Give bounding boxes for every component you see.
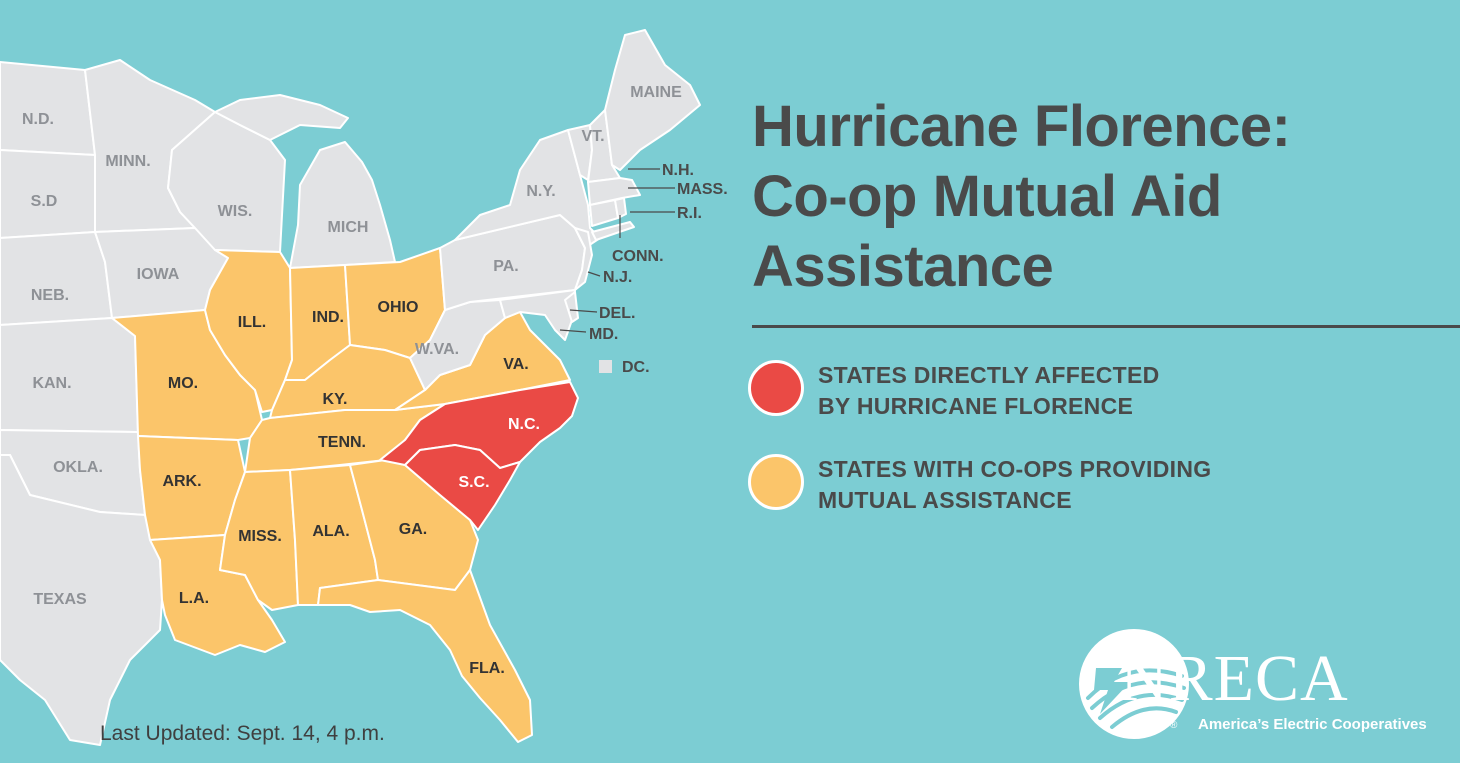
label-texas: TEXAS <box>33 591 87 608</box>
label-wva: W.VA. <box>415 341 459 358</box>
label-ohio: OHIO <box>378 299 419 316</box>
state-texas <box>0 454 163 746</box>
state-michigan <box>289 141 396 269</box>
legend-swatch-affected <box>748 360 804 416</box>
label-miss: MISS. <box>238 528 282 545</box>
title-line-2: Co-op Mutual Aid <box>752 164 1222 229</box>
label-nh: N.H. <box>662 162 694 179</box>
label-neb: NEB. <box>31 287 69 304</box>
state-south-carolina <box>404 444 521 531</box>
legend-assisting-line-1: STATES WITH CO-OPS PROVIDING <box>818 456 1212 482</box>
state-maine <box>604 29 701 171</box>
label-ark: ARK. <box>162 473 201 490</box>
state-michigan-upper <box>214 94 349 141</box>
dc-marker <box>599 360 612 373</box>
page-title: Hurricane Florence: Co-op Mutual Aid Ass… <box>752 92 1442 302</box>
legend-text-affected: STATES DIRECTLY AFFECTED BY HURRICANE FL… <box>818 360 1160 422</box>
eastern-us-map: N.D. S.D NEB. KAN. OKLA. TEXAS MINN. IOW… <box>0 29 728 746</box>
long-island <box>591 221 635 241</box>
label-nj: N.J. <box>603 269 632 286</box>
label-ill: ILL. <box>238 314 266 331</box>
label-md: MD. <box>589 326 618 343</box>
legend-text-assisting: STATES WITH CO-OPS PROVIDING MUTUAL ASSI… <box>818 454 1211 516</box>
title-divider <box>752 325 1460 328</box>
label-iowa: IOWA <box>137 266 180 283</box>
label-sc: S.C. <box>458 474 489 491</box>
label-conn: CONN. <box>612 248 664 265</box>
label-nc: N.C. <box>508 416 540 433</box>
legend-assisting-line-2: MUTUAL ASSISTANCE <box>818 487 1072 513</box>
legend-swatch-assisting <box>748 454 804 510</box>
nreca-emblem-icon <box>1079 629 1189 739</box>
label-kan: KAN. <box>32 375 71 392</box>
label-vt: VT. <box>581 128 604 145</box>
label-mass: MASS. <box>677 181 728 198</box>
last-updated-text: Last Updated: Sept. 14, 4 p.m. <box>100 722 385 745</box>
state-nebraska <box>0 231 113 326</box>
state-north-dakota <box>0 61 96 156</box>
state-connecticut <box>589 199 619 227</box>
label-ala: ALA. <box>312 523 349 540</box>
label-dc: DC. <box>622 359 650 376</box>
logo-registered-mark: ® <box>1170 720 1178 731</box>
state-new-jersey <box>574 227 593 291</box>
label-nd: N.D. <box>22 111 54 128</box>
label-wis: WIS. <box>218 203 253 220</box>
label-ky: KY. <box>323 391 348 408</box>
label-ind: IND. <box>312 309 344 326</box>
label-okla: OKLA. <box>53 459 103 476</box>
label-maine: MAINE <box>630 84 682 101</box>
label-del: DEL. <box>599 305 635 322</box>
label-pa: PA. <box>493 258 518 275</box>
label-tenn: TENN. <box>318 434 366 451</box>
label-ri: R.I. <box>677 205 702 222</box>
legend-affected-line-2: BY HURRICANE FLORENCE <box>818 393 1134 419</box>
state-rhode-island <box>614 197 627 219</box>
legend-affected: STATES DIRECTLY AFFECTED BY HURRICANE FL… <box>748 360 1160 422</box>
legend-assisting: STATES WITH CO-OPS PROVIDING MUTUAL ASSI… <box>748 454 1211 516</box>
title-line-1: Hurricane Florence: <box>752 94 1291 159</box>
state-wisconsin <box>167 111 286 253</box>
label-sd: S.D <box>31 193 58 210</box>
title-line-3: Assistance <box>752 234 1054 299</box>
label-la: L.A. <box>179 590 209 607</box>
logo-tagline: America’s Electric Cooperatives <box>1198 716 1427 733</box>
label-ga: GA. <box>399 521 427 538</box>
state-florida <box>317 569 533 743</box>
logo-wordmark: NRECA <box>1120 642 1349 715</box>
label-ny: N.Y. <box>526 183 555 200</box>
label-fla: FLA. <box>469 660 505 677</box>
label-minn: MINN. <box>105 153 150 170</box>
label-mich: MICH <box>328 219 369 236</box>
label-mo: MO. <box>168 375 198 392</box>
state-delaware <box>564 291 579 323</box>
nreca-logo <box>1078 628 1448 748</box>
label-va: VA. <box>503 356 528 373</box>
legend-affected-line-1: STATES DIRECTLY AFFECTED <box>818 362 1160 388</box>
